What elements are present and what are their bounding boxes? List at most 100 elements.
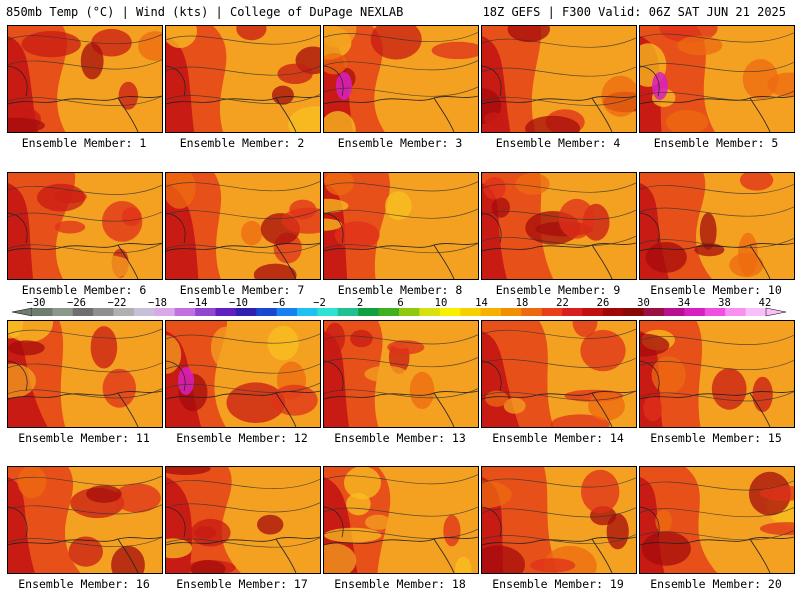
colorbar-segment <box>72 308 94 316</box>
product-title: 850mb Temp (°C) | Wind (kts) | College o… <box>6 5 404 19</box>
ensemble-map-panel <box>639 466 795 574</box>
ensemble-map-panel <box>165 25 321 133</box>
colorbar-tick-label: 10 <box>434 297 448 309</box>
colorbar-segment <box>113 308 135 316</box>
colorbar-segment <box>235 308 257 316</box>
ensemble-member-label: Ensemble Member: 14 <box>492 431 624 445</box>
colorbar-tick-label: 14 <box>475 297 488 309</box>
colorbar-segment <box>93 308 114 316</box>
ensemble-member-label: Ensemble Member: 7 <box>179 283 305 297</box>
ensemble-member-label: Ensemble Member: 12 <box>176 431 308 445</box>
colorbar-tick-label: 34 <box>677 297 691 309</box>
ensemble-member-label: Ensemble Member: 6 <box>21 283 147 297</box>
colorbar-tick-label: 18 <box>515 297 529 309</box>
colorbar-tick-label: 38 <box>718 297 731 309</box>
ensemble-member-label: Ensemble Member: 16 <box>18 577 150 591</box>
ensemble-map-panel <box>323 25 479 133</box>
ensemble-member-label: Ensemble Member: 4 <box>495 136 621 150</box>
temperature-field-map <box>640 467 794 573</box>
colorbar-segment <box>195 308 216 316</box>
ensemble-member-label: Ensemble Member: 13 <box>334 431 466 445</box>
temperature-field-map <box>8 26 162 132</box>
colorbar-tick-label: 6 <box>397 297 404 309</box>
colorbar-segment <box>419 308 441 316</box>
temperature-field-map <box>640 321 794 427</box>
colorbar-segment <box>480 308 502 316</box>
colorbar-segment <box>684 308 706 316</box>
temperature-field-map <box>482 26 636 132</box>
ensemble-map-panel <box>7 25 163 133</box>
ensemble-map-panel <box>323 466 479 574</box>
ensemble-map-panel <box>323 320 479 428</box>
colorbar-tick-label: 2 <box>356 297 364 309</box>
colorbar-segment <box>32 308 53 316</box>
ensemble-map-panel <box>323 172 479 280</box>
ensemble-member-label: Ensemble Member: 2 <box>179 136 305 150</box>
colorbar-segment <box>378 308 400 316</box>
temperature-field-map <box>166 467 320 573</box>
colorbar-tick-label: −10 <box>229 297 248 309</box>
colorbar-tick-label: −14 <box>188 297 208 309</box>
temperature-field-map <box>640 173 794 279</box>
colorbar-segment <box>174 308 196 316</box>
colorbar-tick-label: −6 <box>272 297 286 309</box>
ensemble-map-panel <box>639 172 795 280</box>
colorbar-segment <box>358 308 379 316</box>
ensemble-map-panel <box>7 320 163 428</box>
temperature-field-map <box>324 467 478 573</box>
colorbar-tick-label: −30 <box>26 297 46 309</box>
colorbar-segment <box>541 308 563 316</box>
ensemble-member-label: Ensemble Member: 10 <box>650 283 782 297</box>
temperature-field-map <box>482 321 636 427</box>
temperature-colorbar <box>0 296 800 318</box>
colorbar-segment <box>562 308 583 316</box>
ensemble-member-label: Ensemble Member: 3 <box>337 136 463 150</box>
colorbar-segment <box>602 308 624 316</box>
colorbar-segment <box>521 308 543 316</box>
colorbar-segment <box>52 308 74 316</box>
temperature-field-map <box>8 173 162 279</box>
ensemble-map-panel <box>481 466 637 574</box>
colorbar-segment <box>704 308 726 316</box>
ensemble-member-label: Ensemble Member: 19 <box>492 577 624 591</box>
temperature-field-map <box>166 321 320 427</box>
colorbar-right-arrow <box>765 307 787 317</box>
colorbar-segment <box>725 308 746 316</box>
ensemble-map-panel <box>639 320 795 428</box>
colorbar-segment <box>439 308 461 316</box>
colorbar-tick-label: −26 <box>67 297 86 309</box>
colorbar-tick-label: 42 <box>758 297 772 309</box>
temperature-field-map <box>324 26 478 132</box>
colorbar-segment <box>256 308 277 316</box>
colorbar-tick-label: 30 <box>637 297 650 309</box>
colorbar-segment <box>215 308 237 316</box>
ensemble-member-label: Ensemble Member: 8 <box>337 283 463 297</box>
colorbar-segment <box>664 308 685 316</box>
colorbar-segment <box>399 308 420 316</box>
temperature-field-map <box>166 26 320 132</box>
colorbar-segment <box>643 308 665 316</box>
ensemble-map-panel <box>481 320 637 428</box>
ensemble-map-panel <box>639 25 795 133</box>
colorbar-segment <box>500 308 522 316</box>
ensemble-map-panel <box>7 172 163 280</box>
ensemble-map-panel <box>165 172 321 280</box>
colorbar-segment <box>317 308 339 316</box>
colorbar-tick-label: −18 <box>148 297 167 309</box>
temperature-field-map <box>8 467 162 573</box>
colorbar-tick-label: 26 <box>596 297 610 309</box>
ensemble-member-label: Ensemble Member: 20 <box>650 577 782 591</box>
colorbar-labels: −30 −26 −22 −18 −14 −10 −6 −2 2 6 10 14 18 22 26 30 34 38… <box>0 297 800 309</box>
colorbar-segment <box>276 308 298 316</box>
colorbar-tick-label: −22 <box>107 297 127 309</box>
ensemble-map-panel <box>481 25 637 133</box>
header: 850mb Temp (°C) | Wind (kts) | College o… <box>0 0 800 22</box>
ensemble-member-label: Ensemble Member: 5 <box>653 136 779 150</box>
temperature-field-map <box>324 321 478 427</box>
ensemble-member-label: Ensemble Member: 9 <box>495 283 621 297</box>
colorbar-segment <box>297 308 318 316</box>
ensemble-map-panel <box>165 466 321 574</box>
colorbar-segment <box>337 308 359 316</box>
run-info: 18Z GEFS | F300 Valid: 06Z SAT JUN 21 20… <box>482 5 786 19</box>
colorbar-segment <box>745 308 767 316</box>
